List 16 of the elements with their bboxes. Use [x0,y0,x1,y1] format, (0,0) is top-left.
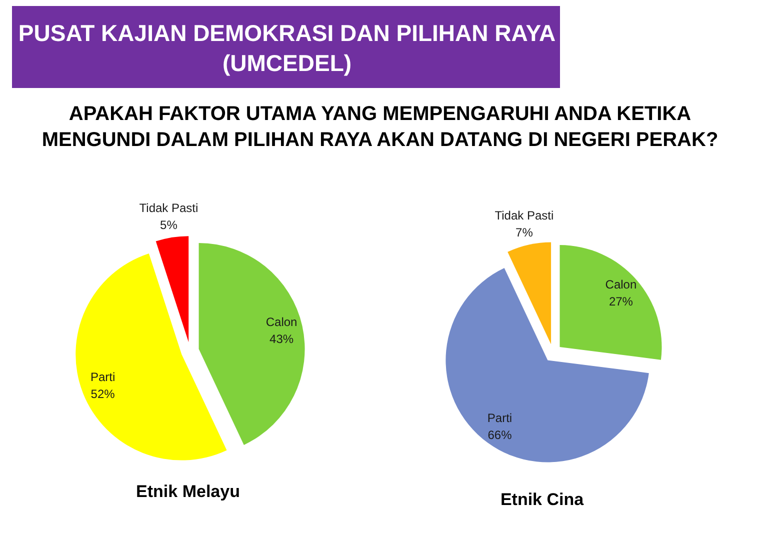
slice-label: Calon [605,278,637,292]
text: PUSAT KAJIAN DEMOKRASI DAN PILIHAN RAYA (UMCEDEL) [18,20,556,76]
data-label: 27% [608,294,634,309]
slice-label: Parti [90,370,116,384]
data-label: 66% [488,428,512,442]
text: APAKAH FAKTOR UTAMA YANG MEMPENGARUHI ANDA KETIKA MENGUNDI DALAM PILIHAN RAYA AKAN DATANG DI NEGERI PERAK? [42,103,718,151]
slice-label: Parti [487,410,512,425]
slice-label: Calon [266,315,298,330]
data-label: 43% [270,332,294,346]
slice-label: Tidak Pasti [494,208,554,223]
text: Etnik Melayu [136,482,240,501]
data-label: 7% [516,226,534,240]
slice-label: Tidak Pasti [139,201,198,216]
text: Etnik Cina [500,490,584,509]
data-label: 5% [160,218,178,232]
data-label: 52% [90,387,116,402]
